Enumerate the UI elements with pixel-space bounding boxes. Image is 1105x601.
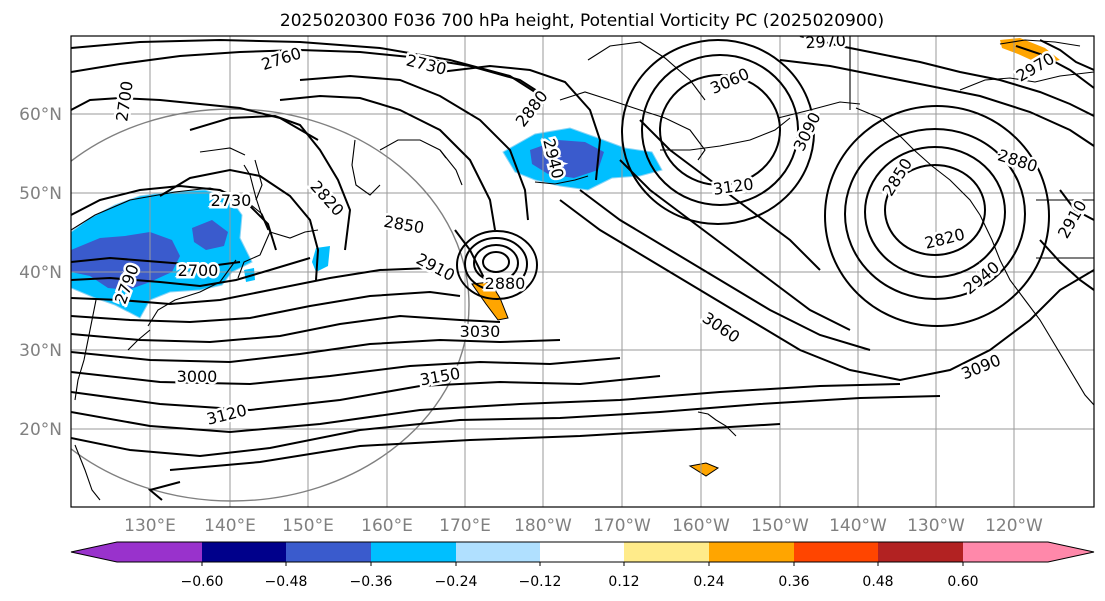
colorbar-segment	[540, 542, 624, 562]
lat-label: 20°N	[19, 420, 62, 440]
colorbar-tick-label: 0.24	[693, 574, 724, 590]
colorbar-segment	[456, 542, 540, 562]
colorbar-tick-label: −0.48	[265, 574, 308, 590]
colorbar	[70, 541, 1095, 566]
colorbar-extension-low	[71, 542, 117, 562]
lon-label: 140°W	[829, 516, 887, 536]
colorbar-segment	[794, 542, 878, 562]
lat-label: 30°N	[19, 341, 62, 361]
lat-label: 50°N	[19, 184, 62, 204]
contour-label: 2970	[805, 31, 847, 53]
colorbar-segment	[117, 542, 202, 562]
map-frame	[70, 35, 1095, 508]
colorbar-tick-label: 0.48	[862, 574, 893, 590]
colorbar-tick-label: 0.12	[608, 574, 639, 590]
lon-label: 130°W	[907, 516, 965, 536]
contour-label: 3030	[460, 322, 501, 341]
pv-strong-area-bering	[530, 140, 604, 178]
height-contours	[71, 36, 1094, 501]
colorbar-extension-high	[1048, 542, 1094, 562]
colorbar-segment	[371, 542, 456, 562]
colorbar-tick-label: −0.36	[350, 574, 393, 590]
contour-label: 2700	[178, 261, 219, 280]
contour-label: 2700	[112, 80, 136, 123]
lon-label: 120°W	[985, 516, 1043, 536]
pv-strong-area-japan-2	[192, 220, 228, 250]
colorbar-tick-label: −0.60	[181, 574, 224, 590]
lon-label: 160°E	[361, 516, 413, 536]
contour-label: 2730	[211, 191, 252, 210]
lon-label: 150°W	[751, 516, 809, 536]
colorbar-segment	[286, 542, 371, 562]
map-title: 2025020300 F036 700 hPa height, Potentia…	[280, 11, 884, 31]
pv-positive-area-low	[471, 281, 509, 321]
colorbar-segment	[963, 542, 1048, 562]
colorbar-outline	[70, 541, 1095, 563]
lon-label: 130°E	[124, 516, 176, 536]
colorbar-tick-label: −0.12	[519, 574, 562, 590]
colorbar-tick-label: −0.24	[435, 574, 478, 590]
lat-label: 60°N	[19, 105, 62, 125]
latitude-labels: 60°N 50°N 40°N 30°N 20°N	[19, 105, 62, 440]
colorbar-labels: −0.60 −0.48 −0.36 −0.24 −0.12 0.12 0.24 …	[181, 574, 979, 590]
colorbar-segment	[624, 542, 709, 562]
lon-label: 140°E	[204, 516, 256, 536]
colorbar-segment	[202, 542, 286, 562]
lon-label: 170°E	[439, 516, 491, 536]
colorbar-tick-label: 0.36	[778, 574, 809, 590]
contour-label: 2880	[485, 274, 526, 293]
lon-label: 170°W	[593, 516, 651, 536]
map-area: 2700 2760 2730 2970 2880 3060 2940 3090 …	[71, 31, 1094, 507]
colorbar-tick-label: 0.60	[947, 574, 978, 590]
range-circle	[71, 108, 470, 502]
contour-label: 3000	[177, 367, 218, 386]
colorbar-segment	[709, 542, 794, 562]
pv-strong-area-japan	[71, 232, 180, 290]
graticule	[71, 36, 1094, 507]
longitude-labels: 130°E 140°E 150°E 160°E 170°E 180°W 170°…	[124, 516, 1043, 536]
lon-label: 150°E	[282, 516, 334, 536]
lat-label: 40°N	[19, 263, 62, 283]
lon-label: 160°W	[672, 516, 730, 536]
colorbar-segment	[878, 542, 963, 562]
lon-label: 180°W	[514, 516, 572, 536]
